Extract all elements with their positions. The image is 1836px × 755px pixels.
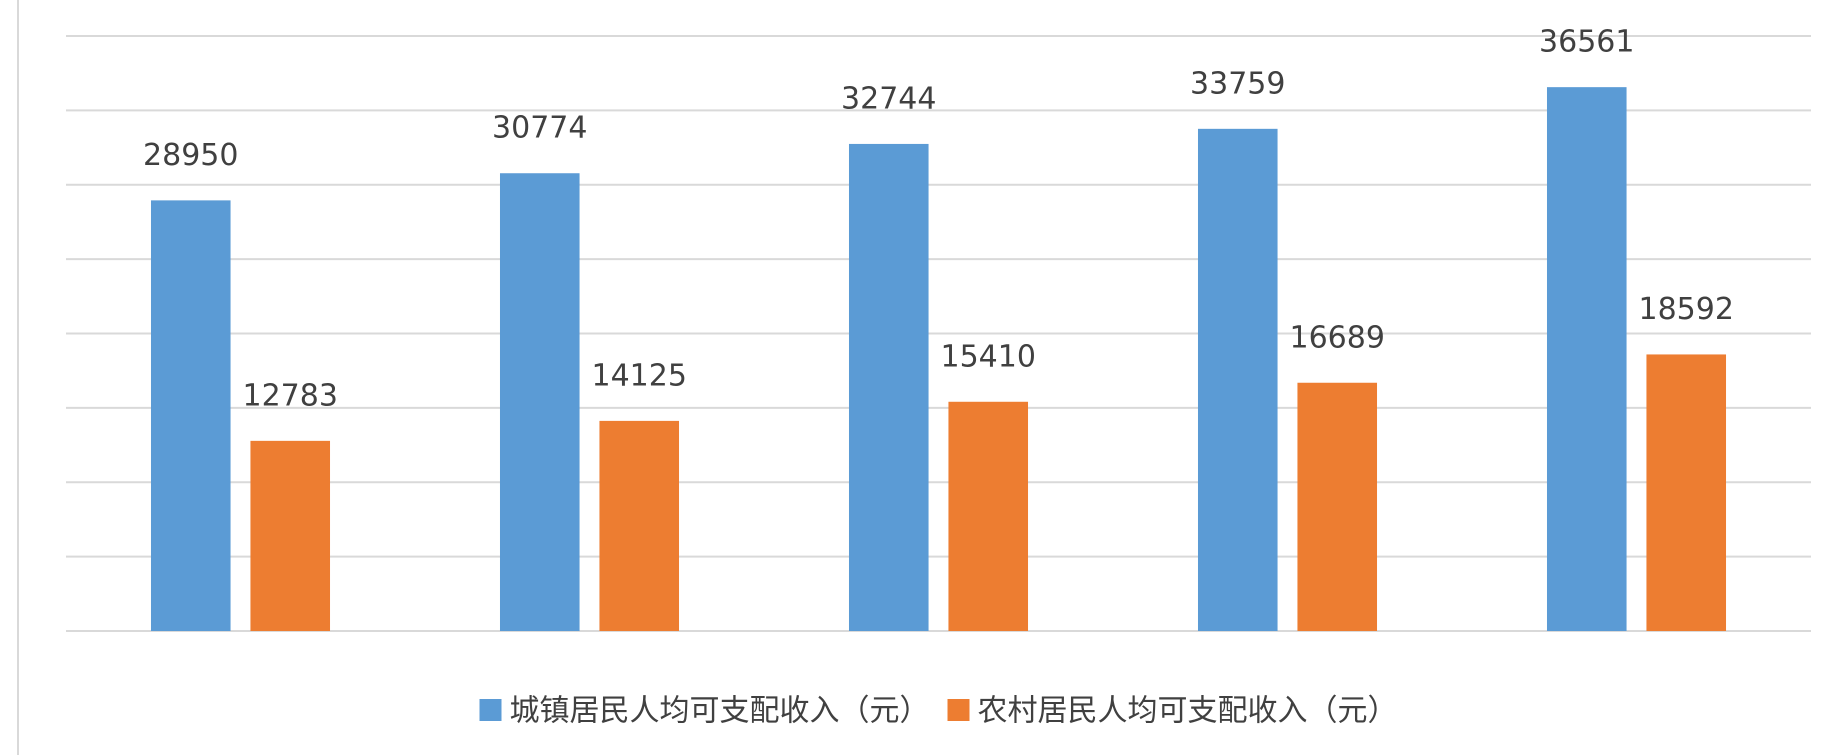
data-label: 18592 (1639, 292, 1734, 327)
bar (499, 173, 580, 631)
bar (1297, 382, 1378, 631)
bar (599, 420, 680, 631)
bar (1197, 128, 1278, 631)
bar (150, 200, 231, 631)
data-label: 28950 (143, 138, 238, 173)
data-label: 14125 (592, 358, 687, 393)
data-label: 33759 (1190, 66, 1285, 101)
data-label: 36561 (1539, 25, 1634, 60)
bar (250, 440, 331, 631)
legend-swatch (479, 699, 502, 721)
bar (848, 143, 929, 632)
data-label: 15410 (941, 339, 1036, 374)
data-label: 12783 (243, 378, 338, 413)
legend-label: 城镇居民人均可支配收入（元） (510, 694, 930, 729)
legend-label: 农村居民人均可支配收入（元） (978, 694, 1398, 729)
bar (1646, 354, 1727, 631)
legend-swatch (947, 699, 970, 721)
bar (948, 401, 1029, 631)
data-label: 30774 (492, 111, 587, 146)
bar (1546, 87, 1627, 631)
data-label: 32744 (841, 81, 936, 116)
data-label: 16689 (1290, 320, 1385, 355)
